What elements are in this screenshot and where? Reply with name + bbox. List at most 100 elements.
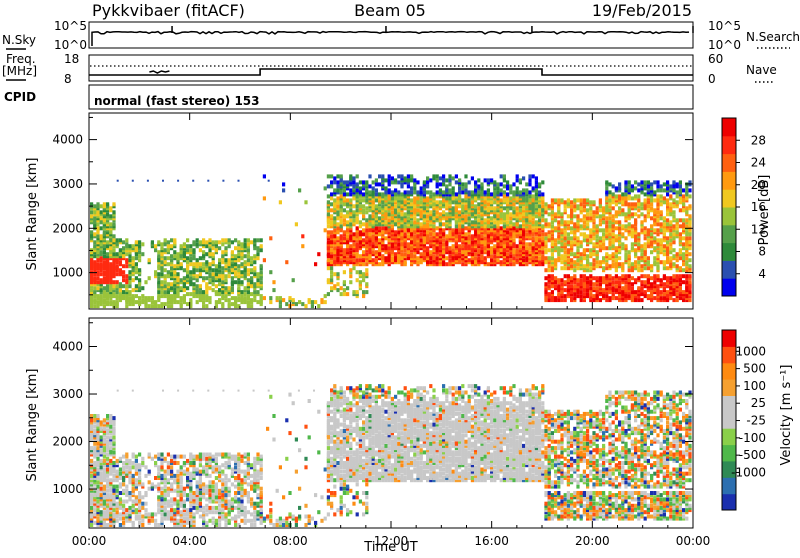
range-cell bbox=[260, 294, 263, 298]
range-cell bbox=[602, 288, 605, 292]
range-cell bbox=[205, 294, 208, 298]
range-cell bbox=[634, 212, 637, 216]
range-cell bbox=[244, 242, 247, 246]
range-cell bbox=[605, 298, 608, 302]
range-cell bbox=[442, 178, 445, 182]
range-cell bbox=[688, 214, 691, 218]
range-cell bbox=[663, 182, 666, 186]
range-cell bbox=[333, 198, 336, 202]
range-cell bbox=[362, 192, 365, 196]
range-cell bbox=[640, 268, 643, 272]
range-cell bbox=[122, 274, 125, 278]
velocity-data bbox=[90, 384, 692, 527]
range-cell bbox=[656, 288, 659, 292]
range-cell bbox=[490, 246, 493, 250]
range-cell bbox=[554, 238, 557, 242]
range-cell bbox=[608, 282, 611, 286]
range-cell bbox=[618, 288, 621, 292]
range-cell bbox=[592, 252, 595, 256]
range-cell bbox=[215, 248, 218, 252]
range-cell bbox=[231, 240, 234, 244]
range-cell bbox=[237, 258, 240, 262]
range-cell bbox=[362, 180, 365, 184]
range-cell bbox=[666, 198, 669, 202]
range-cell bbox=[103, 270, 106, 274]
range-cell bbox=[599, 198, 602, 202]
range-cell bbox=[688, 280, 691, 284]
range-cell bbox=[653, 208, 656, 212]
range-cell bbox=[660, 222, 663, 226]
range-cell bbox=[192, 254, 195, 258]
range-cell bbox=[436, 182, 439, 186]
range-cell bbox=[503, 198, 506, 202]
range-cell bbox=[346, 210, 349, 214]
range-cell bbox=[186, 238, 189, 242]
range-cell bbox=[176, 272, 179, 276]
range-cell bbox=[516, 190, 519, 194]
range-cell bbox=[164, 268, 167, 272]
range-cell bbox=[685, 190, 688, 194]
range-cell bbox=[116, 280, 119, 284]
sky-right-tick-bottom: 10^0 bbox=[708, 38, 741, 52]
range-cell bbox=[468, 180, 471, 184]
range-cell bbox=[608, 220, 611, 224]
range-cell bbox=[420, 186, 423, 190]
range-cell bbox=[196, 288, 199, 292]
range-cell bbox=[516, 248, 519, 252]
range-cell bbox=[628, 222, 631, 226]
range-cell bbox=[247, 258, 250, 262]
range-cell bbox=[688, 236, 691, 240]
range-cell bbox=[301, 244, 304, 248]
freq-panel-frame bbox=[89, 55, 693, 81]
range-cell bbox=[343, 208, 346, 212]
range-cell bbox=[346, 202, 349, 206]
range-cell bbox=[532, 242, 535, 246]
range-cell bbox=[532, 220, 535, 224]
range-cell bbox=[164, 302, 167, 306]
range-cell bbox=[669, 256, 672, 260]
range-cell bbox=[621, 242, 624, 246]
range-cell bbox=[474, 188, 477, 192]
range-cell bbox=[215, 268, 218, 272]
range-cell bbox=[247, 282, 250, 286]
range-cell bbox=[154, 270, 157, 274]
range-cell bbox=[352, 180, 355, 184]
range-cell bbox=[544, 240, 547, 244]
range-cell bbox=[423, 180, 426, 184]
range-cell bbox=[580, 198, 583, 202]
range-cell bbox=[112, 234, 115, 238]
range-cell bbox=[455, 224, 458, 228]
range-cell bbox=[605, 196, 608, 200]
range-cell bbox=[452, 206, 455, 210]
range-cell bbox=[349, 280, 352, 284]
range-cell bbox=[228, 302, 231, 306]
range-cell bbox=[164, 280, 167, 284]
range-cell bbox=[237, 264, 240, 268]
range-cell bbox=[128, 296, 131, 300]
range-cell bbox=[631, 184, 634, 188]
range-cell bbox=[586, 238, 589, 242]
range-cell bbox=[429, 178, 432, 182]
range-cell bbox=[599, 228, 602, 232]
range-cell bbox=[650, 276, 653, 280]
range-cell bbox=[672, 240, 675, 244]
range-cell bbox=[471, 190, 474, 194]
range-cell bbox=[375, 250, 378, 254]
range-cell bbox=[509, 258, 512, 262]
range-cell bbox=[240, 270, 243, 274]
range-cell bbox=[234, 280, 237, 284]
range-cell bbox=[544, 256, 547, 260]
range-cell bbox=[656, 254, 659, 258]
range-cell bbox=[122, 290, 125, 294]
range-cell bbox=[528, 178, 531, 182]
range-cell bbox=[605, 180, 608, 184]
range-cell bbox=[624, 224, 627, 228]
colorbar-swatch bbox=[722, 136, 736, 154]
range-cell bbox=[349, 254, 352, 258]
range-cell bbox=[416, 260, 419, 264]
range-cell bbox=[583, 208, 586, 212]
range-cell bbox=[164, 274, 167, 278]
range-cell bbox=[580, 278, 583, 282]
range-cell bbox=[426, 222, 429, 226]
range-cell bbox=[666, 284, 669, 288]
